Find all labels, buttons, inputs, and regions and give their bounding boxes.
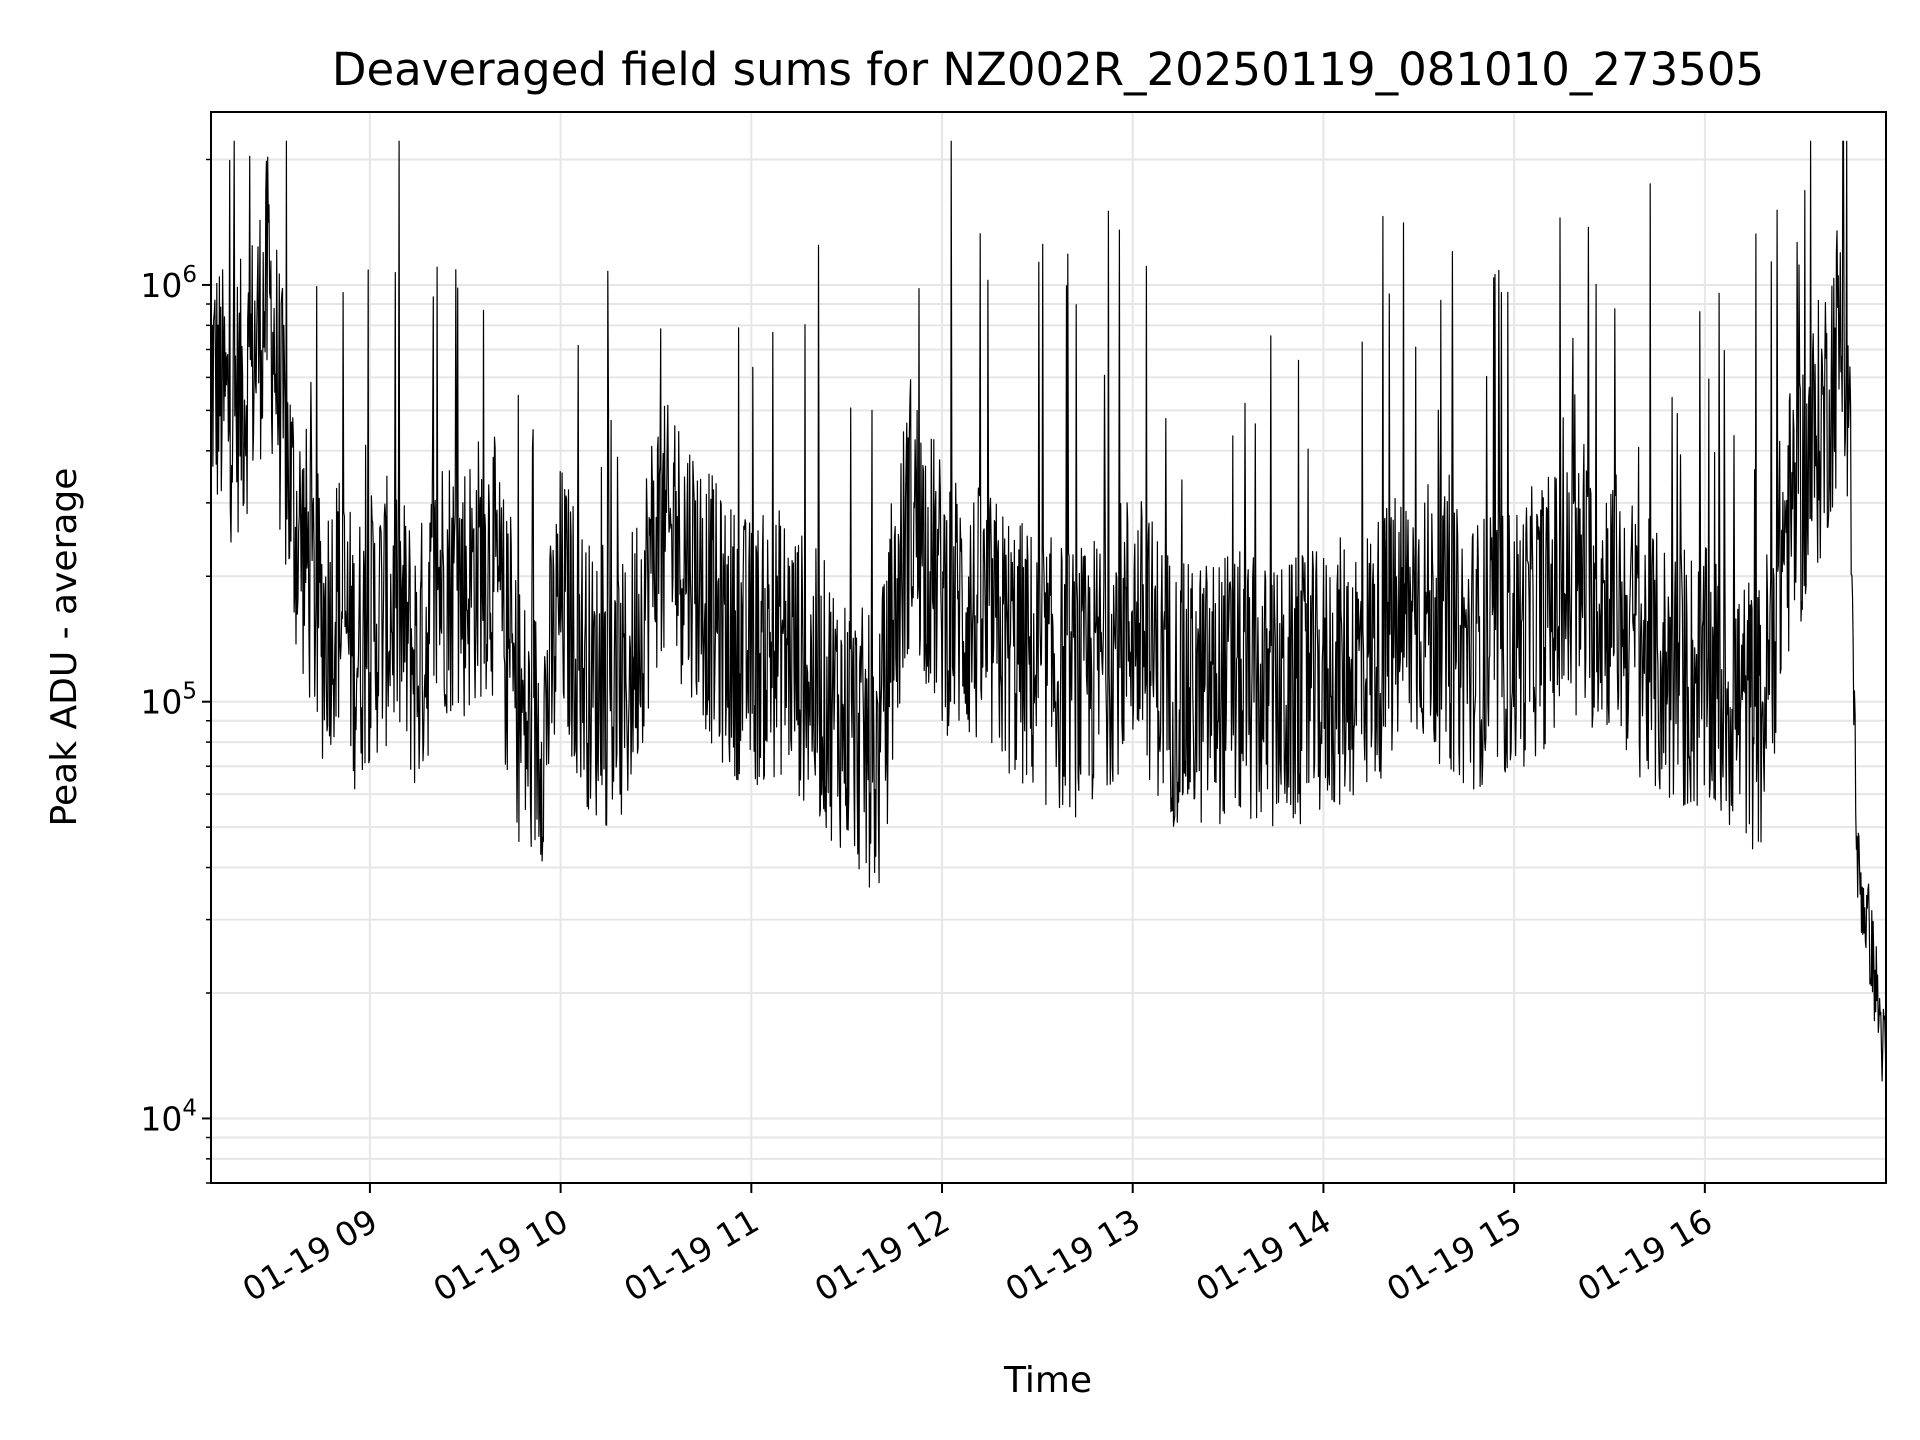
chart-title: Deaveraged field sums for NZ002R_2025011… <box>332 43 1764 96</box>
x-tick-label: 01-19 15 <box>1380 1201 1528 1309</box>
data-point <box>782 640 784 642</box>
x-tick-label: 01-19 13 <box>999 1201 1147 1309</box>
x-axis: 01-19 09 01-19 10 01-19 11 01-19 12 01-19 13… <box>236 1183 1719 1309</box>
y-axis: 104 105 106 <box>140 158 211 1184</box>
y-tick-label: 106 <box>140 262 197 305</box>
y-tick-label: 104 <box>140 1095 197 1138</box>
plot-frame <box>210 111 1887 1184</box>
x-tick-label: 01-19 10 <box>427 1201 575 1309</box>
x-axis-label: Time <box>1003 1360 1092 1401</box>
x-tick-label: 01-19 12 <box>808 1201 956 1309</box>
x-tick-label: 01-19 14 <box>1189 1201 1337 1309</box>
data-point <box>1084 683 1086 685</box>
series-line <box>210 140 1887 1087</box>
y-axis-label: Peak ADU - average <box>44 468 85 827</box>
y-tick-label: 105 <box>140 679 197 722</box>
data-point <box>1227 683 1229 685</box>
x-tick-label: 01-19 11 <box>617 1201 765 1309</box>
x-tick-label: 01-19 16 <box>1571 1201 1719 1309</box>
x-tick-label: 01-19 09 <box>236 1201 384 1309</box>
series-group <box>210 140 1887 1087</box>
